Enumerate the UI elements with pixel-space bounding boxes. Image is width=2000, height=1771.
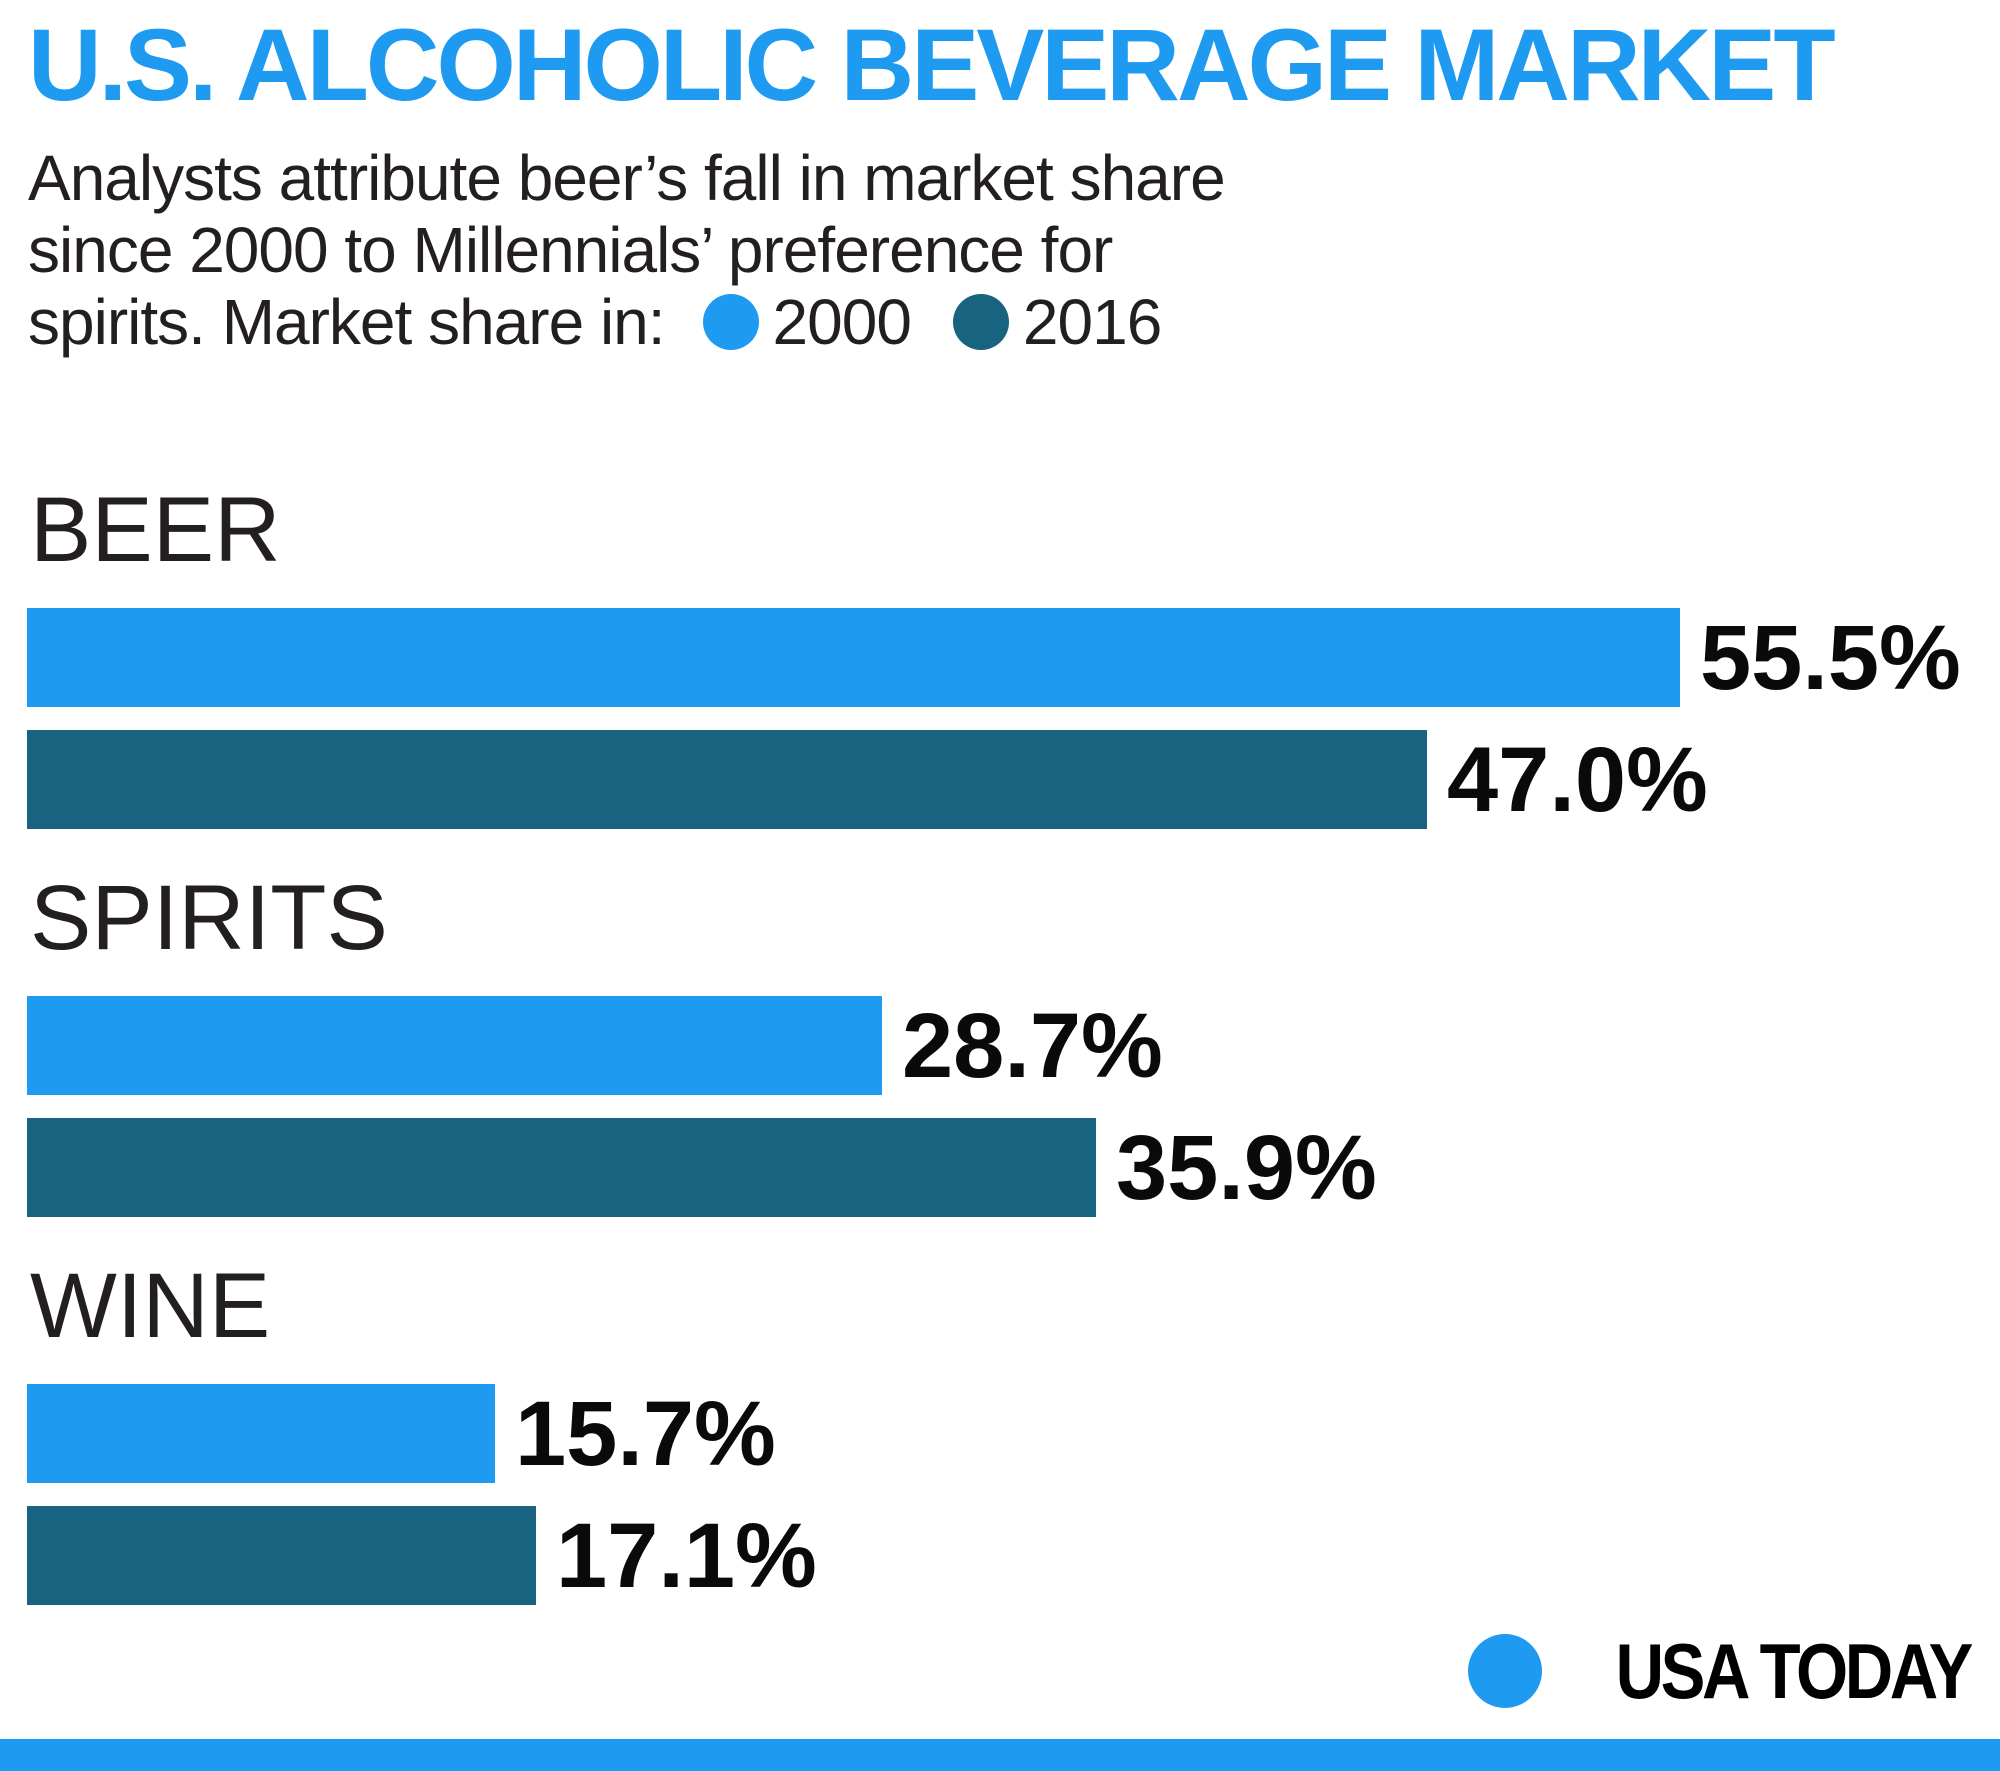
bar-row-2016-beer: 47.0% bbox=[27, 730, 1972, 829]
legend-item-2000: 2000 bbox=[702, 286, 912, 358]
bar-row-2000-spirits: 28.7% bbox=[27, 996, 1972, 1095]
subtitle-line-3: spirits. Market share in: 2000 2016 bbox=[28, 286, 2000, 358]
bar-2000-spirits bbox=[27, 996, 882, 1095]
value-label-2000-spirits: 28.7% bbox=[902, 994, 1163, 1097]
bar-chart: BEER 55.5% 47.0% SPIRITS 28.7% 35.9% WINE 15.7%… bbox=[27, 484, 1972, 1605]
usatoday-circle-icon bbox=[1468, 1634, 1543, 1708]
value-label-2000-beer: 55.5% bbox=[1700, 606, 1961, 709]
usatoday-logo: USA TODAY bbox=[1468, 1627, 1974, 1715]
subtitle-line-3-text: spirits. Market share in: bbox=[28, 286, 666, 358]
bar-2000-wine bbox=[27, 1384, 495, 1483]
bar-row-2000-beer: 55.5% bbox=[27, 608, 1972, 707]
bar-2000-beer bbox=[27, 608, 1680, 707]
bar-2016-spirits bbox=[27, 1118, 1096, 1217]
subtitle: Analysts attribute beer’s fall in market… bbox=[28, 142, 2000, 358]
bottom-strip bbox=[0, 1739, 2000, 1771]
category-label-beer: BEER bbox=[30, 479, 281, 581]
page-title: U.S. ALCOHOLIC BEVERAGE MARKET bbox=[28, 8, 1836, 122]
chart-legend: 2000 2016 bbox=[702, 286, 1162, 358]
bar-2016-beer bbox=[27, 730, 1427, 829]
bar-row-2000-wine: 15.7% bbox=[27, 1384, 1972, 1483]
chart-section-wine: WINE 15.7% 17.1% bbox=[27, 1260, 1972, 1605]
value-label-2000-wine: 15.7% bbox=[515, 1382, 776, 1485]
bar-row-2016-spirits: 35.9% bbox=[27, 1118, 1972, 1217]
legend-label-2016: 2016 bbox=[1022, 286, 1162, 358]
legend-label-2000: 2000 bbox=[772, 286, 912, 358]
bar-2016-wine bbox=[27, 1506, 536, 1605]
category-label-spirits: SPIRITS bbox=[30, 867, 388, 969]
legend-item-2016: 2016 bbox=[952, 286, 1162, 358]
chart-section-beer: BEER 55.5% 47.0% bbox=[27, 484, 1972, 829]
subtitle-line-2: since 2000 to Millennials’ preference fo… bbox=[28, 214, 1113, 286]
usatoday-wordmark: USA TODAY bbox=[1615, 1627, 1974, 1715]
value-label-2016-beer: 47.0% bbox=[1447, 728, 1708, 831]
legend-dot-2000-icon bbox=[702, 294, 759, 350]
value-label-2016-wine: 17.1% bbox=[556, 1504, 817, 1607]
category-label-wine: WINE bbox=[30, 1255, 271, 1357]
value-label-2016-spirits: 35.9% bbox=[1116, 1116, 1377, 1219]
bar-row-2016-wine: 17.1% bbox=[27, 1506, 1972, 1605]
chart-section-spirits: SPIRITS 28.7% 35.9% bbox=[27, 872, 1972, 1217]
subtitle-line-1: Analysts attribute beer’s fall in market… bbox=[28, 142, 1226, 214]
legend-dot-2016-icon bbox=[952, 294, 1009, 350]
